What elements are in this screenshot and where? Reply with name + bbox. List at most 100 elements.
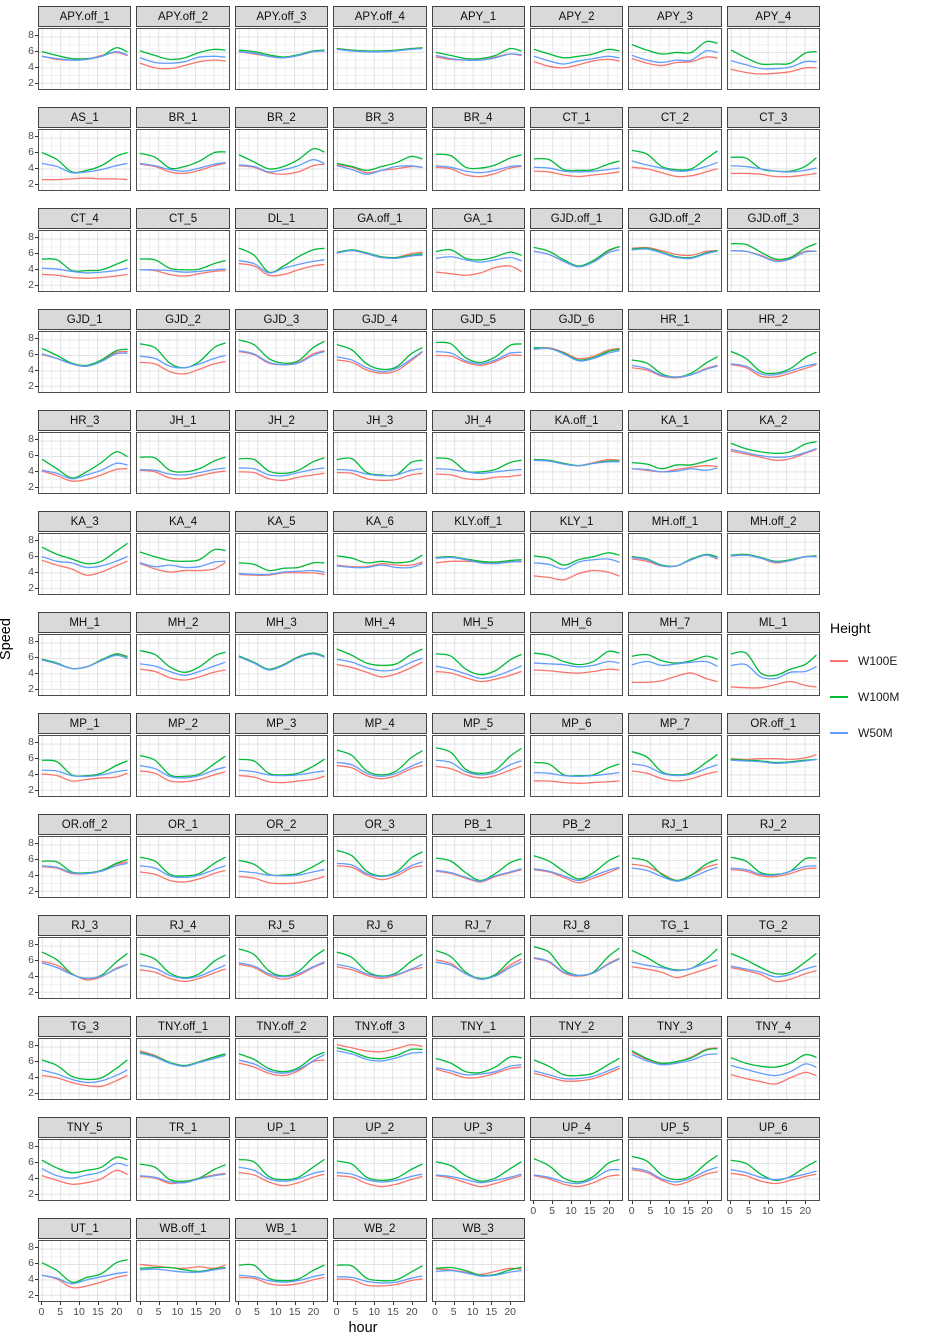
facet-GA.off_1: GA.off_1: [333, 208, 427, 292]
y-tick-mark: [35, 168, 38, 170]
y-tick-label: 2: [28, 784, 34, 797]
facet-strip: WB_2: [333, 1218, 427, 1239]
legend-label: W50M: [858, 726, 893, 740]
facet-TNY.off_3: TNY.off_3: [333, 1016, 427, 1100]
series-line-W50M: [337, 251, 422, 259]
x-tick-mark: [139, 1302, 141, 1305]
series-line-W100M: [239, 50, 324, 57]
series-line-W100M: [42, 1157, 127, 1173]
facet-panel: [234, 634, 329, 696]
x-tick-mark: [510, 1302, 512, 1305]
facet-DL_1: DL_1: [234, 208, 329, 292]
x-tick-label: 20: [701, 1205, 713, 1217]
series-line-W50M: [436, 1271, 521, 1277]
y-tick-mark: [35, 83, 38, 85]
x-tick-label: 15: [485, 1306, 498, 1318]
facet-panel: [628, 129, 722, 191]
series-line-W100M: [436, 458, 521, 472]
x-tick-mark: [552, 1201, 554, 1204]
facet-strip: JH_4: [431, 410, 525, 431]
facet-strip: RJ_1: [628, 814, 722, 835]
facet-strip: CT_5: [136, 208, 230, 229]
series-line-W50M: [337, 965, 422, 977]
y-tick-mark: [35, 1247, 38, 1249]
facet-strip: OR.off_1: [726, 713, 820, 734]
facet-ML_1: ML_1: [726, 612, 820, 696]
series-line-W100M: [633, 752, 718, 775]
y-tick-label: 6: [28, 348, 34, 361]
facet-panel: [333, 129, 427, 191]
facet-strip: MH_7: [628, 612, 722, 633]
y-tick-mark: [35, 471, 38, 473]
series-line-W50M: [42, 1070, 127, 1082]
facet-panel: [38, 230, 132, 292]
series-line-W50M: [337, 862, 422, 877]
series-line-W50M: [141, 662, 226, 675]
facet-OR.off_2: OR.off_2 8 6 4 2: [28, 814, 132, 898]
series-line-W50M: [534, 56, 619, 64]
facet-OR_3: OR_3: [333, 814, 427, 898]
series-line-W50M: [436, 54, 521, 61]
x-tick-mark: [275, 1302, 277, 1305]
y-tick-mark: [35, 588, 38, 590]
series-line-W50M: [337, 1276, 422, 1283]
facet-WB_3: WB_3 0 5 10 15 20: [431, 1218, 525, 1318]
series-line-W50M: [42, 1272, 127, 1284]
facet-strip: APY_1: [431, 6, 525, 27]
facet-strip: JH_2: [234, 410, 329, 431]
series-line-W50M: [436, 257, 521, 262]
series-line-W100M: [141, 152, 226, 169]
facet-panel: [333, 836, 427, 898]
facet-strip: PB_1: [431, 814, 525, 835]
x-tick-label: 10: [466, 1306, 479, 1318]
y-tick-mark: [35, 657, 38, 659]
facet-panel: [38, 331, 132, 393]
facet-MH.off_1: MH.off_1: [628, 511, 722, 595]
series-line-W100M: [141, 549, 226, 561]
facet-strip: KA_6: [333, 511, 427, 532]
series-line-W50M: [534, 773, 619, 777]
facet-panel: [234, 129, 329, 191]
facet-panel: [431, 634, 525, 696]
facet-strip: OR.off_2: [38, 814, 132, 835]
series-line-W100E: [141, 870, 226, 882]
series-line-W50M: [239, 770, 324, 775]
series-line-W50M: [239, 351, 324, 365]
facet-strip: KLY.off_1: [431, 511, 525, 532]
facet-strip: MP_3: [234, 713, 329, 734]
facet-strip: MP_5: [431, 713, 525, 734]
x-tick-label: 0: [333, 1306, 340, 1318]
facet-strip: RJ_5: [234, 915, 329, 936]
series-line-W100M: [534, 1059, 619, 1076]
facet-panel: [136, 28, 230, 90]
facet-TNY_3: TNY_3: [628, 1016, 722, 1100]
series-line-W100E: [534, 669, 619, 673]
series-line-W100E: [239, 264, 324, 276]
y-tick-label: 8: [28, 736, 34, 749]
facet-panel: [38, 836, 132, 898]
series-line-W100M: [337, 850, 422, 875]
x-tick-mark: [589, 1201, 591, 1204]
facet-strip: GJD_3: [234, 309, 329, 330]
facet-panel: [628, 230, 722, 292]
facet-RJ_2: RJ_2: [726, 814, 820, 898]
facet-strip: MH_2: [136, 612, 230, 633]
series-line-W50M: [337, 658, 422, 670]
series-line-W100M: [42, 452, 127, 478]
series-line-W100M: [534, 763, 619, 776]
series-line-W100E: [731, 755, 816, 760]
y-tick-mark: [35, 370, 38, 372]
series-line-W50M: [141, 766, 226, 778]
y-tick-mark: [35, 136, 38, 138]
series-line-W100M: [141, 49, 226, 59]
series-line-W100M: [337, 156, 422, 170]
facet-panel: [431, 937, 525, 999]
series-line-W100E: [239, 472, 324, 481]
series-line-W100E: [534, 570, 619, 579]
facet-strip: KA_5: [234, 511, 329, 532]
facet-strip: MH_5: [431, 612, 525, 633]
series-line-W100M: [337, 750, 422, 775]
x-tick-mark: [294, 1302, 296, 1305]
facet-APY.off_3: APY.off_3: [234, 6, 329, 90]
series-line-W100M: [42, 48, 127, 59]
